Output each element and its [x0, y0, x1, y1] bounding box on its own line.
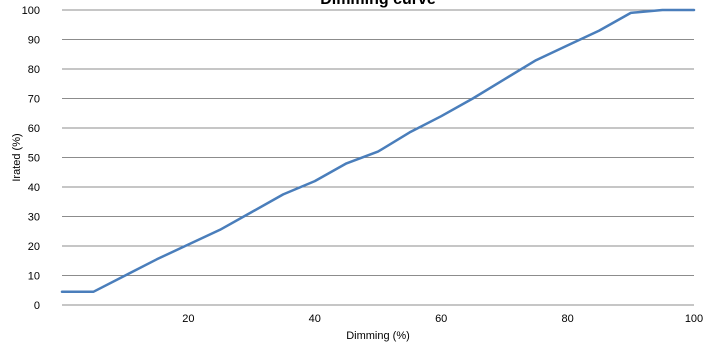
- y-tick-20: 20: [28, 241, 40, 253]
- y-tick-90: 90: [28, 35, 40, 47]
- y-axis-title: Irated (%): [11, 133, 23, 181]
- x-axis-title: Dimming (%): [346, 330, 410, 342]
- y-tick-30: 30: [28, 212, 40, 224]
- x-tick-80: 80: [561, 313, 573, 325]
- x-tick-40: 40: [309, 313, 321, 325]
- y-tick-0: 0: [34, 300, 40, 312]
- y-tick-50: 50: [28, 153, 40, 165]
- y-tick-60: 60: [28, 123, 40, 135]
- y-tick-labels: 0 10 20 30 40 50 60 70 80 90 100: [22, 5, 40, 312]
- series-group: [60, 8, 696, 293]
- y-tick-70: 70: [28, 94, 40, 106]
- y-tick-10: 10: [28, 271, 40, 283]
- y-tick-80: 80: [28, 64, 40, 76]
- x-tick-20: 20: [182, 313, 194, 325]
- y-tick-40: 40: [28, 182, 40, 194]
- chart-title: Dimming curve: [320, 0, 436, 8]
- x-tick-labels: 20 40 60 80 100: [182, 313, 703, 325]
- y-tick-100: 100: [22, 5, 40, 17]
- series-line-0: [60, 8, 696, 293]
- x-tick-100: 100: [685, 313, 703, 325]
- x-tick-60: 60: [435, 313, 447, 325]
- grid-lines: [62, 9, 694, 276]
